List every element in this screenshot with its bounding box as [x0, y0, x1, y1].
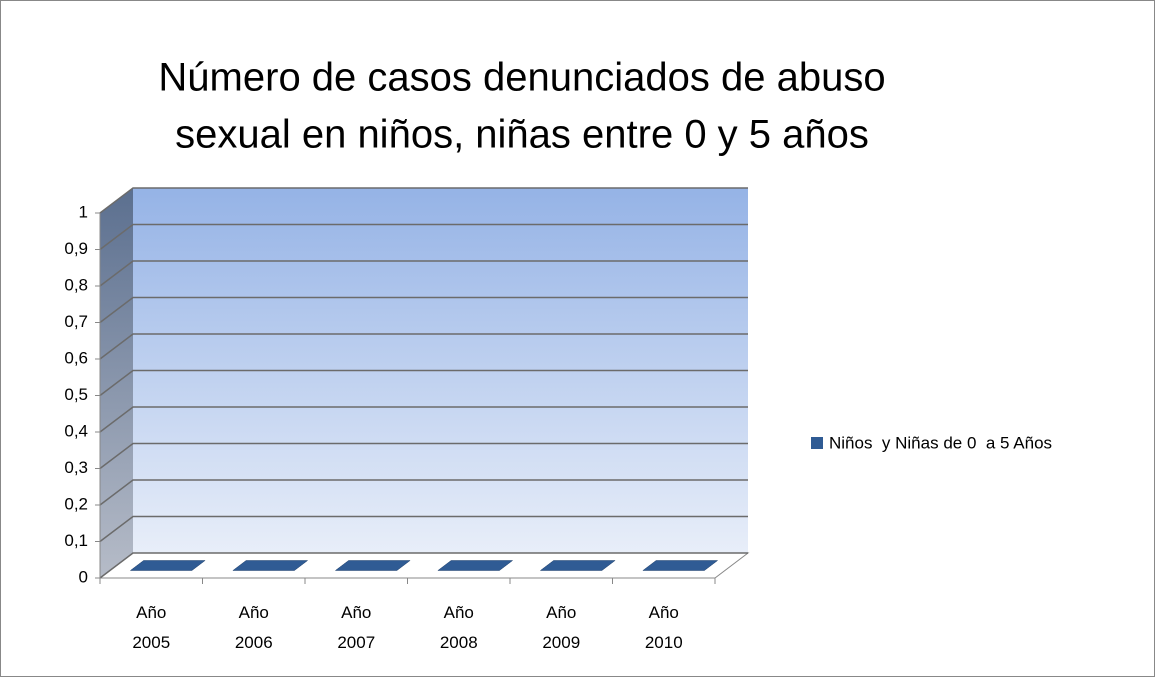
bar [437, 560, 514, 571]
grid-line [99, 223, 748, 251]
x-tick-label: Año 2007 [337, 603, 376, 652]
x-tick-label: Año 2009 [542, 603, 581, 652]
x-tick-label: Año 2005 [132, 603, 171, 652]
grid-line [99, 369, 748, 397]
legend-label: Niños y Niñas de 0 a 5 Años [829, 433, 1052, 452]
y-tick-label: 0,4 [64, 421, 88, 440]
grid-line [99, 296, 748, 324]
y-tick-label: 0,5 [64, 385, 88, 404]
y-tick-label: 0,8 [64, 275, 88, 294]
y-tick-label: 0,6 [64, 348, 88, 367]
y-tick-label: 1 [79, 202, 88, 221]
grid-line [99, 333, 748, 360]
y-tick-label: 0,1 [64, 531, 88, 550]
y-tick-label: 0,7 [64, 312, 88, 331]
chart-title: Número de casos denunciados de abuso [158, 56, 885, 100]
legend-swatch [811, 437, 823, 449]
y-tick-label: 0,2 [64, 494, 88, 513]
grid-line [99, 552, 748, 579]
grid-line [99, 260, 748, 287]
bar [129, 560, 206, 571]
grid-line [99, 187, 748, 214]
bar [539, 560, 616, 571]
bar [642, 560, 719, 571]
grid-line [99, 442, 748, 470]
x-tick-label: Año 2008 [439, 603, 478, 652]
bar [334, 560, 411, 571]
grid-line [99, 406, 748, 433]
y-tick-label: 0,3 [64, 458, 88, 477]
grid-line [99, 479, 748, 506]
y-tick-label: 0 [79, 567, 88, 586]
grid-line [99, 515, 748, 543]
x-tick-label: Año 2006 [234, 603, 273, 652]
chart-title: sexual en niños, niñas entre 0 y 5 años [175, 113, 869, 157]
y-tick-label: 0,9 [64, 239, 88, 258]
x-tick-label: Año 2010 [644, 603, 683, 652]
bar [232, 560, 309, 571]
